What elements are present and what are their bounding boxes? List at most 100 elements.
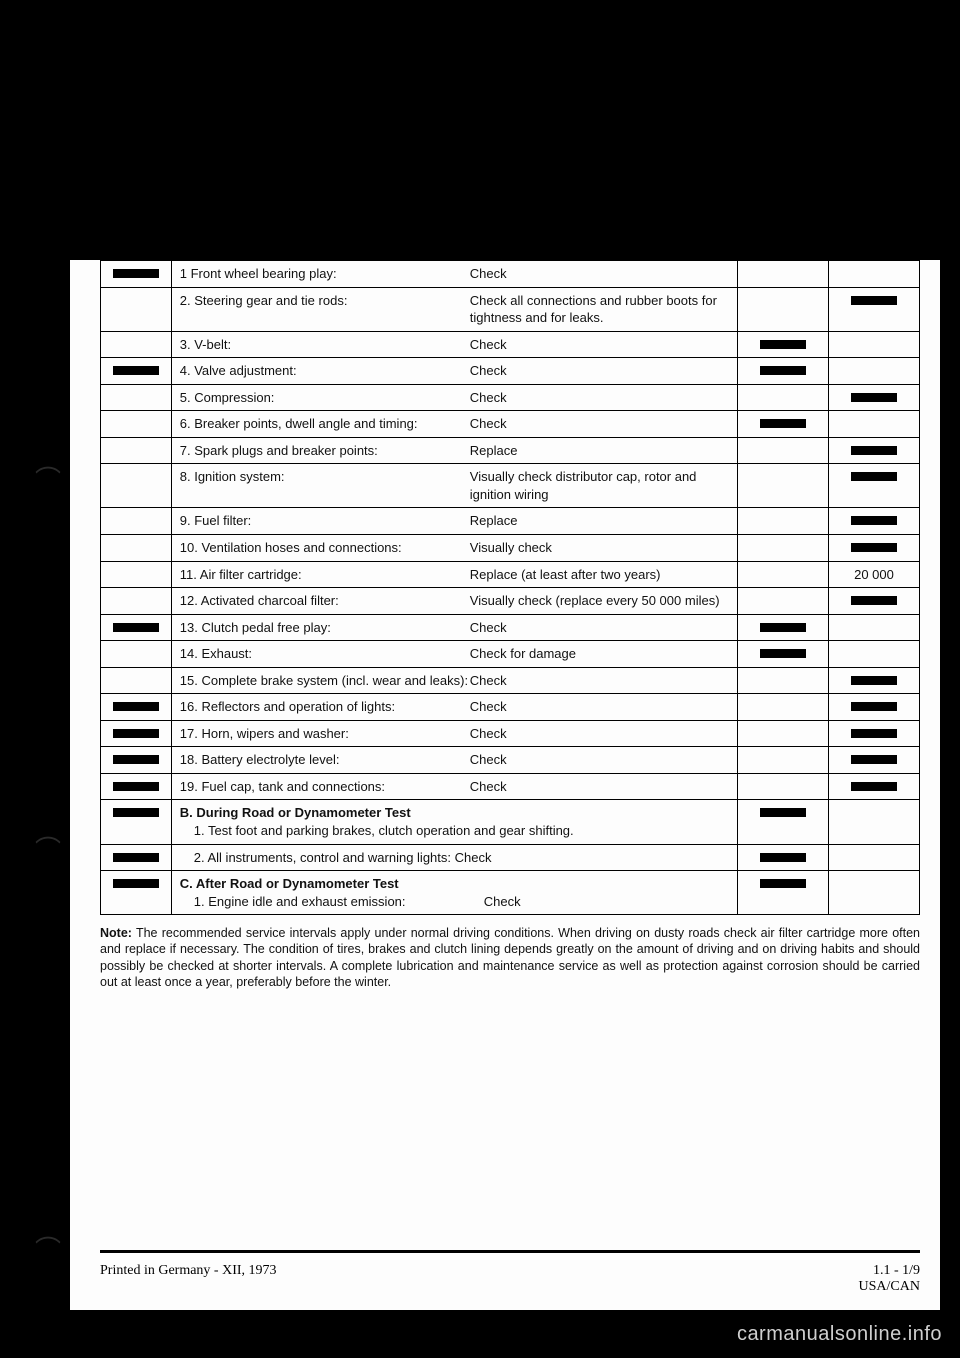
black-mark xyxy=(760,879,806,888)
table-row: 7. Spark plugs and breaker points:Replac… xyxy=(101,437,920,464)
item-action: Check xyxy=(470,265,729,283)
table-row: 18. Battery electrolyte level:Check xyxy=(101,747,920,774)
table-row: 3. V-belt:Check xyxy=(101,331,920,358)
page-curl-mark-1: ⌒ xyxy=(35,460,61,497)
item-action: Replace xyxy=(470,442,729,460)
page-curl-mark-2: ⌒ xyxy=(35,830,61,867)
item-action: Check xyxy=(470,619,729,637)
note-label: Note: xyxy=(100,926,132,940)
page-footer: Printed in Germany - XII, 1973 1.1 - 1/9… xyxy=(100,1263,920,1295)
black-mark xyxy=(851,676,897,685)
table-row: 19. Fuel cap, tank and connections:Check xyxy=(101,773,920,800)
item-action: Check xyxy=(470,698,729,716)
black-mark xyxy=(113,755,159,764)
black-mark xyxy=(851,596,897,605)
black-mark xyxy=(851,516,897,525)
item-label: 16. Reflectors and operation of lights: xyxy=(180,698,470,716)
section-c-head: C. After Road or Dynamometer Test xyxy=(180,875,729,893)
table-row: 2. Steering gear and tie rods:Check all … xyxy=(101,287,920,331)
black-mark xyxy=(760,623,806,632)
table-row: 5. Compression:Check xyxy=(101,384,920,411)
table-row-section-b2: 2. All instruments, control and warning … xyxy=(101,844,920,871)
item-label: 5. Compression: xyxy=(180,389,470,407)
table-row: 10. Ventilation hoses and connections:Vi… xyxy=(101,535,920,562)
item-label: 13. Clutch pedal free play: xyxy=(180,619,470,637)
black-mark xyxy=(113,623,159,632)
black-mark xyxy=(851,702,897,711)
item-action: Check xyxy=(470,336,729,354)
item-label: 18. Battery electrolyte level: xyxy=(180,751,470,769)
item-action: Check xyxy=(470,415,729,433)
item-action: Check xyxy=(470,672,729,690)
item-label: 14. Exhaust: xyxy=(180,645,470,663)
footer-page-ref: 1.1 - 1/9 xyxy=(859,1263,920,1279)
item-label: 15. Complete brake system (incl. wear an… xyxy=(180,672,470,690)
section-b-head: B. During Road or Dynamometer Test xyxy=(180,804,729,822)
section-b-item-2: 2. All instruments, control and warning … xyxy=(180,849,729,867)
cell-text: 20 000 xyxy=(854,567,894,582)
document-page: 1 Front wheel bearing play:Check2. Steer… xyxy=(70,260,940,1310)
item-label: 10. Ventilation hoses and connections: xyxy=(180,539,470,557)
table-row: 14. Exhaust:Check for damage xyxy=(101,641,920,668)
black-mark xyxy=(760,340,806,349)
item-action: Check xyxy=(470,389,729,407)
black-mark xyxy=(851,393,897,402)
section-c-item-action: Check xyxy=(484,893,729,911)
table-row: 1 Front wheel bearing play:Check xyxy=(101,261,920,288)
section-b-item-1: 1. Test foot and parking brakes, clutch … xyxy=(180,822,729,840)
item-label: 19. Fuel cap, tank and connections: xyxy=(180,778,470,796)
item-action: Visually check xyxy=(470,539,729,557)
section-c-item-label: 1. Engine idle and exhaust emission: xyxy=(194,893,484,911)
black-mark xyxy=(113,366,159,375)
item-action: Replace xyxy=(470,512,729,530)
black-mark xyxy=(113,808,159,817)
item-action: Replace (at least after two years) xyxy=(470,566,729,584)
black-mark xyxy=(851,729,897,738)
table-row: 15. Complete brake system (incl. wear an… xyxy=(101,667,920,694)
footer-region: USA/CAN xyxy=(859,1279,920,1295)
table-row: 11. Air filter cartridge:Replace (at lea… xyxy=(101,561,920,588)
black-mark xyxy=(760,419,806,428)
item-label: 11. Air filter cartridge: xyxy=(180,566,470,584)
item-label: 9. Fuel filter: xyxy=(180,512,470,530)
table-row: 6. Breaker points, dwell angle and timin… xyxy=(101,411,920,438)
table-row: 12. Activated charcoal filter:Visually c… xyxy=(101,588,920,615)
item-label: 12. Activated charcoal filter: xyxy=(180,592,470,610)
black-mark xyxy=(760,649,806,658)
note-paragraph: Note: The recommended service intervals … xyxy=(100,925,920,990)
table-row: 13. Clutch pedal free play:Check xyxy=(101,614,920,641)
black-mark xyxy=(851,472,897,481)
black-mark xyxy=(760,808,806,817)
item-action: Visually check (replace every 50 000 mil… xyxy=(470,592,729,610)
item-action: Visually check distributor cap, rotor an… xyxy=(470,468,729,503)
item-action: Check xyxy=(470,362,729,380)
black-mark xyxy=(760,853,806,862)
black-mark xyxy=(113,729,159,738)
black-mark xyxy=(760,366,806,375)
item-action: Check xyxy=(470,778,729,796)
item-label: 8. Ignition system: xyxy=(180,468,470,503)
item-action: Check all connections and rubber boots f… xyxy=(470,292,729,327)
item-label: 3. V-belt: xyxy=(180,336,470,354)
footer-rule xyxy=(100,1250,920,1253)
item-action: Check xyxy=(470,751,729,769)
black-mark xyxy=(113,879,159,888)
item-label: 1 Front wheel bearing play: xyxy=(180,265,470,283)
black-mark xyxy=(113,853,159,862)
item-action: Check for damage xyxy=(470,645,729,663)
black-mark xyxy=(851,782,897,791)
black-mark xyxy=(113,782,159,791)
item-label: 6. Breaker points, dwell angle and timin… xyxy=(180,415,470,433)
table-row: 17. Horn, wipers and washer:Check xyxy=(101,720,920,747)
item-action: Check xyxy=(470,725,729,743)
black-mark xyxy=(851,296,897,305)
item-label: 2. Steering gear and tie rods: xyxy=(180,292,470,327)
black-mark xyxy=(851,755,897,764)
black-mark xyxy=(113,702,159,711)
table-row: 4. Valve adjustment:Check xyxy=(101,358,920,385)
table-row-section-b1: B. During Road or Dynamometer Test1. Tes… xyxy=(101,800,920,844)
table-row-section-c: C. After Road or Dynamometer Test1. Engi… xyxy=(101,871,920,915)
item-label: 17. Horn, wipers and washer: xyxy=(180,725,470,743)
page-curl-mark-3: ⌒ xyxy=(35,1230,61,1267)
note-body: The recommended service intervals apply … xyxy=(100,926,920,989)
